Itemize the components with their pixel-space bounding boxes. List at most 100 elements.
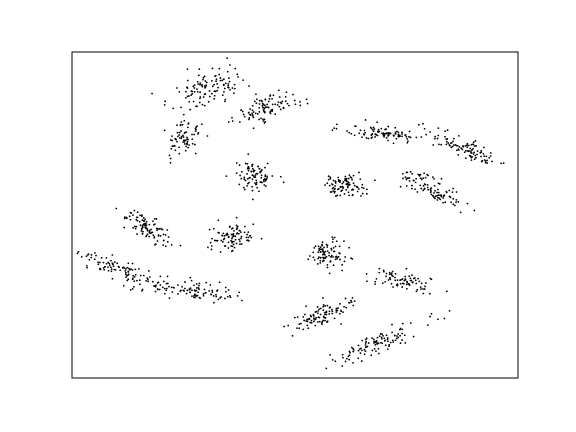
- data-point: [162, 244, 165, 247]
- data-point: [225, 175, 228, 177]
- data-point: [211, 291, 214, 293]
- data-point: [203, 75, 206, 78]
- data-point: [134, 273, 137, 276]
- data-point: [243, 176, 246, 179]
- data-point: [473, 158, 476, 161]
- data-point: [227, 121, 230, 123]
- data-point: [437, 127, 440, 129]
- data-point: [251, 163, 254, 166]
- data-point: [401, 339, 403, 341]
- data-point: [193, 90, 196, 93]
- data-point: [220, 296, 223, 298]
- data-point: [199, 96, 202, 98]
- data-point: [332, 238, 334, 241]
- data-point: [247, 111, 250, 114]
- data-point: [217, 86, 219, 89]
- data-point: [276, 103, 279, 106]
- data-point: [340, 310, 343, 313]
- data-point: [182, 134, 184, 137]
- data-point: [263, 104, 266, 107]
- data-point: [466, 142, 469, 145]
- data-point: [356, 185, 358, 188]
- data-point: [268, 98, 271, 100]
- data-point: [426, 186, 429, 189]
- data-point: [191, 133, 193, 136]
- data-point: [255, 93, 257, 96]
- data-point: [306, 102, 309, 105]
- data-point: [201, 103, 204, 106]
- data-point: [131, 262, 134, 265]
- data-point: [418, 175, 421, 177]
- data-point: [411, 274, 413, 277]
- data-point: [234, 238, 237, 241]
- data-point: [334, 258, 337, 261]
- data-point: [322, 297, 324, 299]
- data-point: [104, 265, 106, 268]
- data-point: [141, 232, 144, 235]
- data-point: [434, 189, 436, 192]
- data-point: [173, 286, 175, 289]
- data-point: [324, 250, 327, 253]
- data-point: [163, 104, 166, 106]
- data-point: [457, 154, 460, 156]
- data-point: [266, 162, 269, 165]
- data-point: [264, 98, 267, 101]
- data-point: [399, 327, 402, 330]
- data-point: [196, 125, 198, 128]
- data-point: [197, 286, 200, 289]
- data-point: [140, 230, 143, 232]
- data-point: [286, 102, 289, 105]
- data-point: [385, 136, 388, 139]
- data-point: [258, 111, 261, 113]
- data-point: [229, 296, 232, 299]
- data-point: [125, 268, 127, 270]
- data-point: [222, 232, 225, 235]
- data-point: [319, 313, 322, 316]
- data-point: [231, 236, 234, 238]
- data-point: [184, 90, 187, 93]
- data-point: [248, 239, 250, 242]
- data-point: [263, 107, 266, 110]
- data-point: [426, 183, 429, 186]
- data-point: [187, 138, 190, 141]
- data-point: [491, 160, 493, 163]
- data-point: [393, 334, 396, 337]
- data-point: [357, 344, 360, 347]
- data-point: [347, 191, 350, 194]
- data-point: [76, 252, 79, 255]
- data-point: [362, 187, 365, 190]
- data-point: [152, 223, 155, 226]
- data-point: [348, 194, 350, 197]
- data-point: [322, 305, 325, 308]
- data-point: [161, 228, 164, 231]
- data-point: [410, 187, 413, 190]
- data-point: [340, 190, 343, 193]
- data-point: [448, 310, 451, 312]
- data-point: [363, 353, 366, 356]
- data-point: [359, 178, 362, 181]
- data-point: [391, 270, 394, 273]
- data-point: [330, 255, 332, 258]
- data-point: [445, 143, 448, 146]
- data-point: [272, 94, 275, 97]
- data-point: [327, 178, 330, 181]
- data-point: [307, 258, 310, 261]
- data-point: [266, 103, 268, 106]
- data-point: [455, 149, 458, 152]
- data-point: [238, 121, 241, 123]
- data-point: [113, 268, 116, 271]
- data-point: [333, 236, 336, 239]
- data-point: [159, 284, 162, 286]
- data-point: [375, 350, 377, 353]
- data-point: [370, 134, 373, 137]
- data-point: [214, 90, 217, 93]
- data-point: [258, 103, 261, 105]
- data-point: [223, 87, 226, 90]
- data-point: [337, 255, 340, 258]
- data-point: [374, 283, 376, 285]
- data-point: [136, 233, 138, 236]
- data-point: [172, 107, 175, 110]
- data-point: [218, 232, 220, 234]
- data-point: [357, 188, 360, 190]
- data-point: [277, 101, 280, 104]
